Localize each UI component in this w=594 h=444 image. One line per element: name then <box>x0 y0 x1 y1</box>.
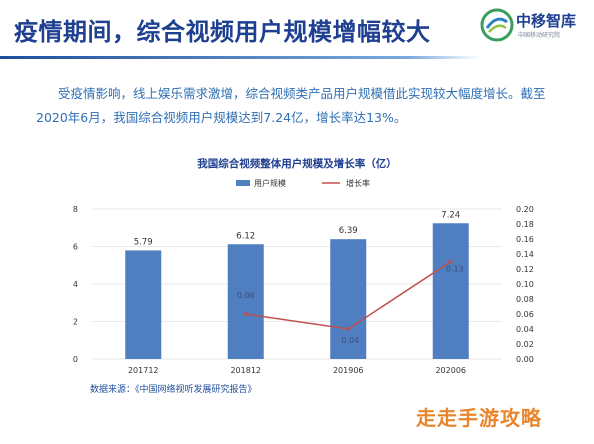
legend-label-line: 增长率 <box>346 178 370 188</box>
y-tick-label: 2 <box>73 318 78 327</box>
bar-value-label: 6.12 <box>236 231 255 241</box>
y2-tick-label: 0.18 <box>516 220 534 229</box>
bar <box>330 239 367 359</box>
y2-tick-label: 0.06 <box>516 310 534 319</box>
logo-mark-icon <box>480 8 514 42</box>
line-value-label: 0.04 <box>341 336 359 345</box>
line-value-label: 0.13 <box>446 265 464 274</box>
bar <box>227 244 264 359</box>
growth-point <box>243 312 248 316</box>
page-title: 疫情期间，综合视频用户规模增幅较大 <box>14 18 431 46</box>
y-tick-label: 4 <box>73 280 78 289</box>
y-tick-label: 6 <box>73 243 78 252</box>
watermark: 走走手游攻略 <box>416 406 542 430</box>
bar-value-label: 6.39 <box>339 226 358 236</box>
x-tick-label: 201906 <box>333 366 364 375</box>
header: 疫情期间，综合视频用户规模增幅较大 中移智库 中国移动研究院 <box>0 0 594 68</box>
header-divider <box>0 56 480 59</box>
legend-label-bar: 用户规模 <box>254 178 286 188</box>
x-tick-label: 201712 <box>128 366 159 375</box>
bar-value-label: 7.24 <box>441 210 460 220</box>
growth-point <box>346 327 351 331</box>
logo: 中移智库 中国移动研究院 <box>480 6 592 46</box>
bar <box>432 223 469 359</box>
x-tick-label: 201812 <box>230 366 261 375</box>
chart: 我国综合视频整体用户规模及增长率（亿） 用户规模 增长率 0 2 4 6 8 0.00 0.02 0… <box>73 157 534 375</box>
y2-tick-label: 0.10 <box>516 280 534 289</box>
line-value-label: 0.06 <box>237 291 255 300</box>
y-tick-label: 0 <box>73 355 78 364</box>
intro-paragraph: 受疫情影响，线上娱乐需求激增，综合视频类产品用户规模借此实现较大幅度增长。截至2… <box>36 86 546 125</box>
logo-name: 中移智库 <box>516 12 577 30</box>
x-tick-label: 202006 <box>435 366 466 375</box>
logo-subtitle: 中国移动研究院 <box>518 32 561 39</box>
y2-tick-label: 0.02 <box>516 340 534 349</box>
source-note: 数据来源：《中国网络视听发展研究报告》 <box>90 385 257 395</box>
y2-tick-label: 0.16 <box>516 235 534 244</box>
y2-tick-label: 0.00 <box>516 355 534 364</box>
bar-value-label: 5.79 <box>134 237 153 247</box>
growth-point <box>448 259 453 264</box>
y2-tick-label: 0.08 <box>516 295 534 304</box>
legend-swatch-bar <box>236 180 250 186</box>
chart-title: 我国综合视频整体用户规模及增长率（亿） <box>197 157 397 170</box>
y2-tick-label: 0.12 <box>516 265 534 274</box>
bar <box>125 250 162 359</box>
y-tick-label: 8 <box>73 205 78 214</box>
y2-tick-label: 0.20 <box>516 205 534 214</box>
y2-tick-label: 0.04 <box>516 325 534 334</box>
y2-tick-label: 0.14 <box>516 250 534 259</box>
